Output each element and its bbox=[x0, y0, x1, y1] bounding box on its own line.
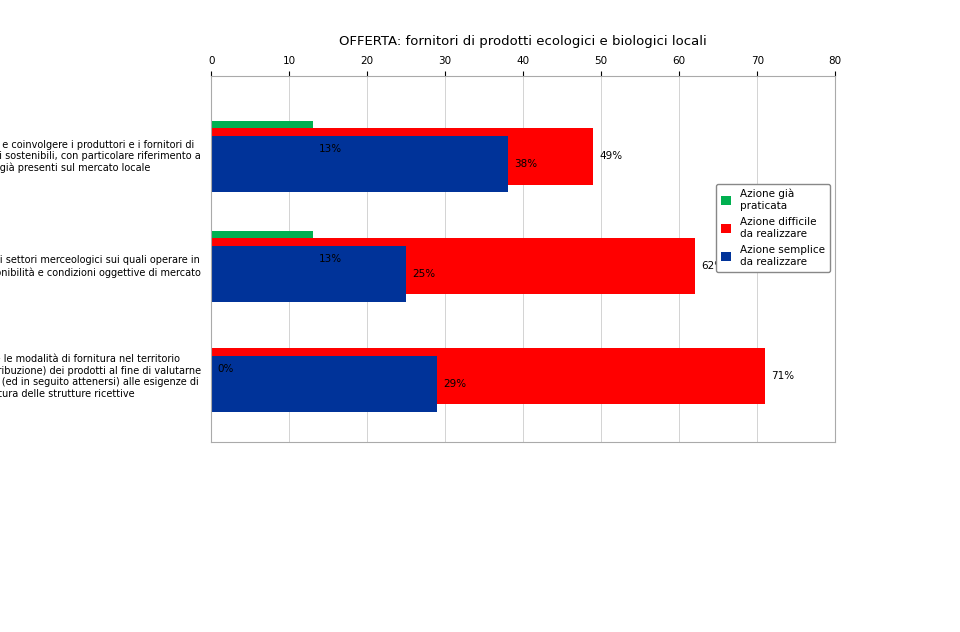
Text: 71%: 71% bbox=[771, 372, 794, 382]
Bar bbox=[211, 356, 438, 411]
Title: OFFERTA: fornitori di prodotti ecologici e biologici locali: OFFERTA: fornitori di prodotti ecologici… bbox=[339, 35, 708, 48]
Text: 13%: 13% bbox=[319, 144, 342, 154]
Bar bbox=[211, 136, 508, 191]
Bar bbox=[211, 238, 695, 295]
Text: 49%: 49% bbox=[600, 152, 623, 162]
Bar bbox=[211, 128, 593, 185]
Bar bbox=[211, 348, 765, 404]
Text: 62%: 62% bbox=[701, 262, 724, 272]
Text: 0%: 0% bbox=[217, 364, 234, 374]
Bar bbox=[211, 231, 313, 287]
Text: 13%: 13% bbox=[319, 254, 342, 264]
Legend: Azione già
praticata, Azione difficile
da realizzare, Azione semplice
da realizz: Azione già praticata, Azione difficile d… bbox=[716, 184, 830, 272]
Text: 29%: 29% bbox=[444, 379, 467, 389]
Bar bbox=[211, 246, 406, 301]
Text: 25%: 25% bbox=[413, 269, 436, 279]
Bar bbox=[211, 121, 313, 177]
Text: 38%: 38% bbox=[514, 159, 537, 169]
